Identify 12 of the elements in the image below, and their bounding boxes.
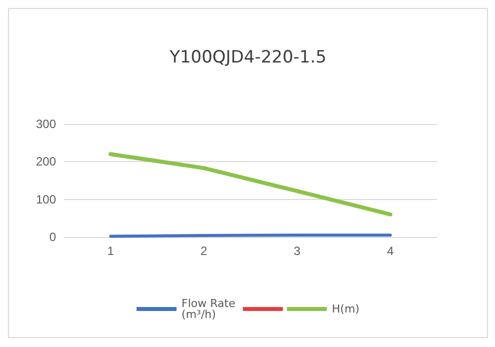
x-tick-label: 4 [387, 244, 394, 258]
y-tick-label: 300 [36, 117, 56, 131]
x-tick-label: 3 [294, 244, 301, 258]
legend-label: H(m) [332, 302, 360, 316]
y-tick-label: 200 [36, 154, 56, 169]
chart-title: Y100QJD4-220-1.5 [168, 48, 326, 68]
x-tick-label: 2 [200, 244, 208, 258]
x-tick-label: 1 [107, 244, 114, 258]
line-series [108, 152, 392, 216]
y-tick-label: 100 [36, 192, 56, 206]
legend-label: Flow Rate (m³/h) [182, 297, 239, 321]
y-tick-label: 0 [49, 230, 56, 244]
